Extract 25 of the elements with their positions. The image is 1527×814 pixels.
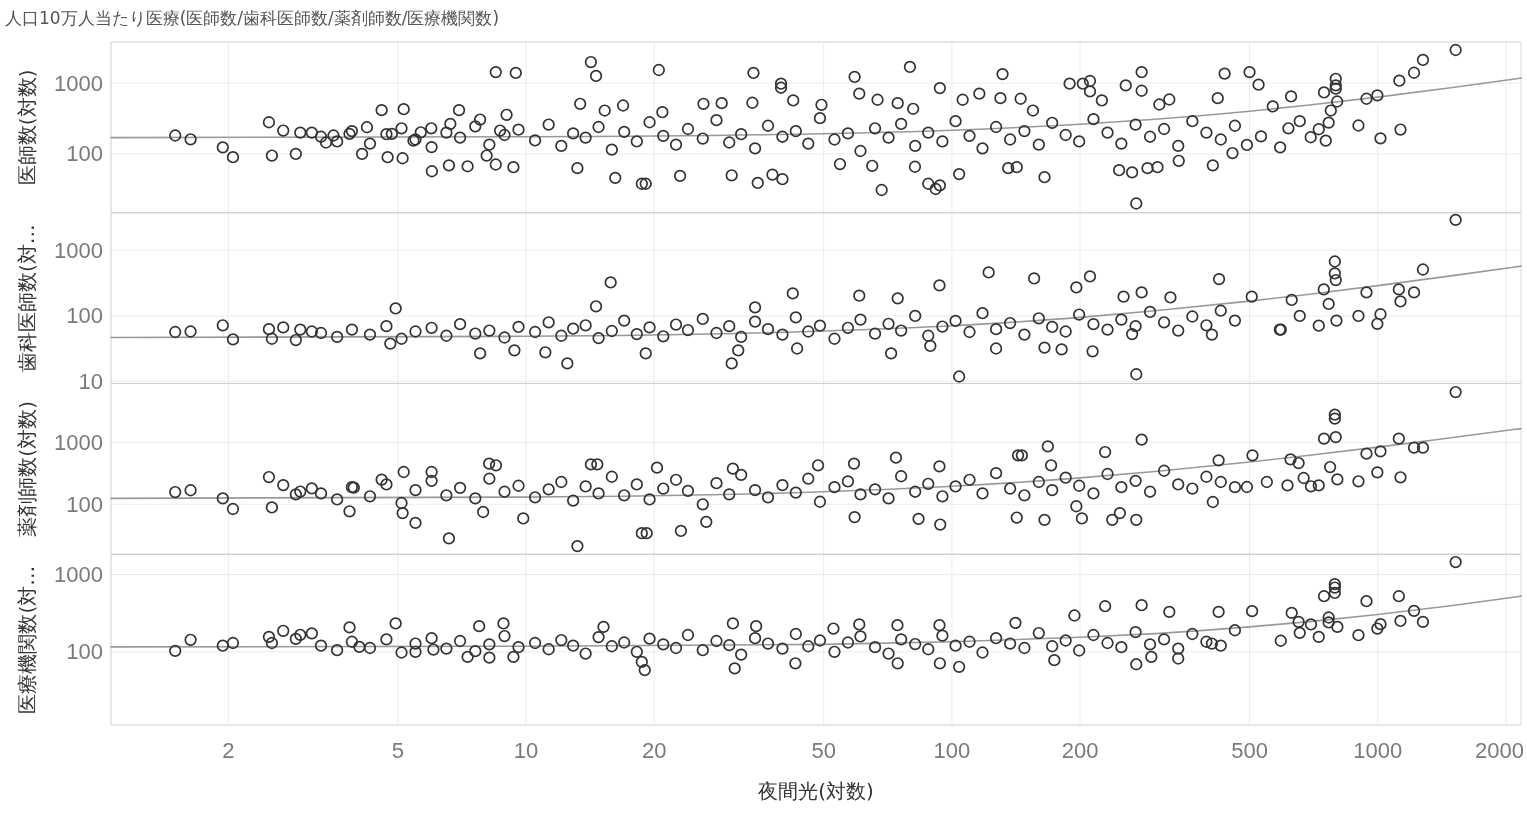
x-tick-label: 5 — [391, 737, 404, 763]
y-tick-label: 1000 — [54, 430, 103, 456]
y-axis-title: 医師数(対数) — [15, 69, 39, 186]
x-axis-title: 夜間光(対数) — [758, 779, 874, 803]
y-axis-title: 薬剤師数(対数) — [15, 401, 39, 537]
x-tick-label: 1000 — [1353, 737, 1403, 763]
x-tick-label: 2000 — [1475, 737, 1525, 763]
y-tick-label: 100 — [66, 639, 103, 665]
x-tick-label: 50 — [811, 737, 836, 763]
y-axis-title: 歯科医師数(対… — [15, 224, 39, 373]
x-tick-label: 2 — [222, 737, 235, 763]
chart-title: 人口10万人当たり医療(医師数/歯科医師数/薬剤師数/医療機関数) — [5, 8, 500, 28]
y-tick-label: 1000 — [54, 237, 103, 263]
y-tick-label: 100 — [66, 491, 103, 517]
x-tick-label: 100 — [933, 737, 971, 763]
y-axis-title: 医療機関数(対… — [15, 565, 39, 714]
y-tick-label: 100 — [66, 303, 103, 329]
x-tick-label: 200 — [1061, 737, 1099, 763]
x-tick-label: 10 — [513, 737, 539, 763]
x-tick-label: 500 — [1231, 737, 1268, 763]
y-tick-label: 1000 — [54, 70, 103, 96]
y-tick-label: 1000 — [54, 562, 103, 588]
y-tick-label: 10 — [78, 369, 103, 395]
y-tick-label: 100 — [66, 141, 103, 167]
x-tick-label: 20 — [642, 737, 667, 763]
